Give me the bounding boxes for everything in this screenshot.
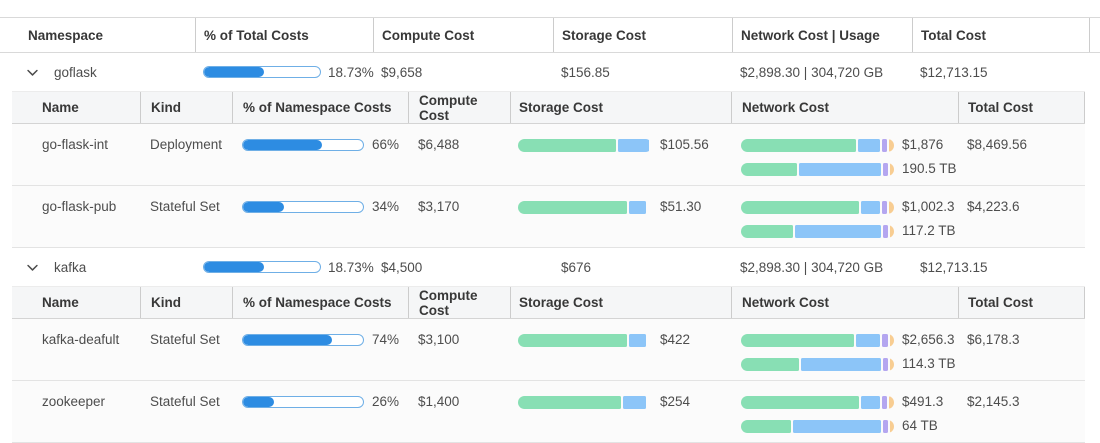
chevron-down-icon[interactable]: [26, 261, 39, 274]
table-header-row: Namespace % of Total Costs Compute Cost …: [0, 17, 1100, 53]
network-cost-bar: [741, 200, 894, 214]
workload-name: go-flask-int: [42, 137, 109, 152]
workload-row-go-flask-pub[interactable]: go-flask-pub Stateful Set 34% $3,170 $51…: [12, 186, 1085, 248]
total-cost-value: $4,223.6: [967, 199, 1020, 214]
pct-namespace-costs-bar: [242, 201, 364, 213]
workload-row-zookeeper[interactable]: zookeeper Stateful Set 26% $1,400 $254 $…: [12, 381, 1085, 443]
storage-cost-bar: [518, 395, 652, 409]
total-cost-value: $2,145.3: [967, 394, 1020, 409]
compute-cost-value: $9,658: [381, 64, 423, 80]
col-header-storage-cost: Storage Cost: [553, 18, 732, 52]
network-cost-value: $1,876: [902, 137, 944, 152]
pct-total-costs-value: 18.73%: [328, 259, 374, 275]
compute-cost-value: $3,170: [418, 199, 460, 214]
total-cost-value: $6,178.3: [967, 332, 1020, 347]
storage-cost-value: $51.30: [660, 199, 702, 214]
nested-col-total-cost: Total Cost: [958, 287, 1085, 318]
pct-namespace-costs-bar: [242, 334, 364, 346]
pct-total-costs-bar: [203, 66, 321, 78]
compute-cost-value: $6,488: [418, 137, 460, 152]
namespace-row-kafka[interactable]: kafka 18.73% $4,500 $676 $2,898.30 | 304…: [0, 248, 1100, 286]
col-header-total-cost: Total Cost: [912, 18, 1090, 52]
nested-header-row: Name Kind % of Namespace Costs Compute C…: [12, 286, 1085, 319]
workload-name: zookeeper: [42, 394, 106, 409]
pct-namespace-costs-bar: [242, 396, 364, 408]
nested-col-kind: Kind: [140, 287, 232, 318]
workload-name: kafka-deafult: [42, 332, 120, 347]
nested-col-total-cost: Total Cost: [958, 92, 1085, 123]
total-cost-value: $12,713.15: [920, 259, 988, 275]
nested-col-name: Name: [42, 295, 79, 310]
network-cost-value: $2,656.3: [902, 332, 955, 347]
pct-namespace-costs-value: 74%: [372, 332, 400, 347]
network-usage-value: 190.5 TB: [902, 161, 957, 176]
storage-cost-value: $156.85: [561, 64, 610, 80]
network-usage-bar: [741, 224, 894, 238]
nested-col-compute-cost: Compute Cost: [408, 92, 510, 123]
storage-cost-value: $105.56: [660, 137, 709, 152]
chevron-down-icon[interactable]: [26, 66, 39, 79]
pct-total-costs-value: 18.73%: [328, 64, 374, 80]
workload-kind: Stateful Set: [150, 332, 220, 347]
nested-col-pct-namespace-costs: % of Namespace Costs: [232, 287, 408, 318]
total-cost-value: $8,469.56: [967, 137, 1028, 152]
namespace-name: goflask: [54, 64, 97, 80]
pct-namespace-costs-value: 66%: [372, 137, 400, 152]
network-usage-value: 117.2 TB: [902, 223, 956, 238]
workload-row-kafka-deafult[interactable]: kafka-deafult Stateful Set 74% $3,100 $4…: [12, 319, 1085, 381]
pct-namespace-costs-value: 26%: [372, 394, 400, 409]
pct-total-costs-bar: [203, 261, 321, 273]
pct-namespace-costs-bar: [242, 139, 364, 151]
compute-cost-value: $3,100: [418, 332, 460, 347]
workload-kind: Stateful Set: [150, 394, 220, 409]
workload-kind: Deployment: [150, 137, 223, 152]
compute-cost-value: $4,500: [381, 259, 423, 275]
storage-cost-value: $422: [660, 332, 691, 347]
col-header-network-cost-usage: Network Cost | Usage: [732, 18, 912, 52]
nested-col-pct-namespace-costs: % of Namespace Costs: [232, 92, 408, 123]
storage-cost-bar: [518, 200, 652, 214]
col-header-pct-total-costs: % of Total Costs: [195, 18, 373, 52]
compute-cost-value: $1,400: [418, 394, 460, 409]
network-usage-bar: [741, 419, 894, 433]
nested-col-storage-cost: Storage Cost: [510, 92, 731, 123]
network-cost-usage-value: $2,898.30 | 304,720 GB: [740, 259, 884, 275]
storage-cost-value: $254: [660, 394, 691, 409]
network-cost-bar: [741, 333, 894, 347]
storage-cost-value: $676: [561, 259, 592, 275]
network-usage-bar: [741, 162, 894, 176]
col-header-compute-cost: Compute Cost: [373, 18, 553, 52]
col-header-namespace: Namespace: [28, 27, 104, 43]
storage-cost-bar: [518, 333, 652, 347]
nested-col-kind: Kind: [140, 92, 232, 123]
network-usage-value: 114.3 TB: [902, 356, 956, 371]
workload-name: go-flask-pub: [42, 199, 117, 214]
workload-row-go-flask-int[interactable]: go-flask-int Deployment 66% $6,488 $105.…: [12, 124, 1085, 186]
namespace-row-goflask[interactable]: goflask 18.73% $9,658 $156.85 $2,898.30 …: [0, 53, 1100, 91]
network-usage-bar: [741, 357, 894, 371]
network-cost-bar: [741, 395, 894, 409]
total-cost-value: $12,713.15: [920, 64, 988, 80]
nested-col-storage-cost: Storage Cost: [510, 287, 731, 318]
network-cost-value: $491.3: [902, 394, 944, 409]
storage-cost-bar: [518, 138, 652, 152]
network-cost-value: $1,002.3: [902, 199, 955, 214]
nested-col-compute-cost: Compute Cost: [408, 287, 510, 318]
workload-kind: Stateful Set: [150, 199, 220, 214]
nested-col-network-cost: Network Cost: [731, 287, 958, 318]
network-usage-value: 64 TB: [902, 418, 938, 433]
pct-namespace-costs-value: 34%: [372, 199, 400, 214]
workloads-table-goflask: Name Kind % of Namespace Costs Compute C…: [12, 91, 1085, 248]
nested-col-network-cost: Network Cost: [731, 92, 958, 123]
nested-col-name: Name: [42, 100, 79, 115]
nested-header-row: Name Kind % of Namespace Costs Compute C…: [12, 91, 1085, 124]
network-cost-usage-value: $2,898.30 | 304,720 GB: [740, 64, 884, 80]
network-cost-bar: [741, 138, 894, 152]
workloads-table-kafka: Name Kind % of Namespace Costs Compute C…: [12, 286, 1085, 443]
namespace-name: kafka: [54, 259, 87, 275]
